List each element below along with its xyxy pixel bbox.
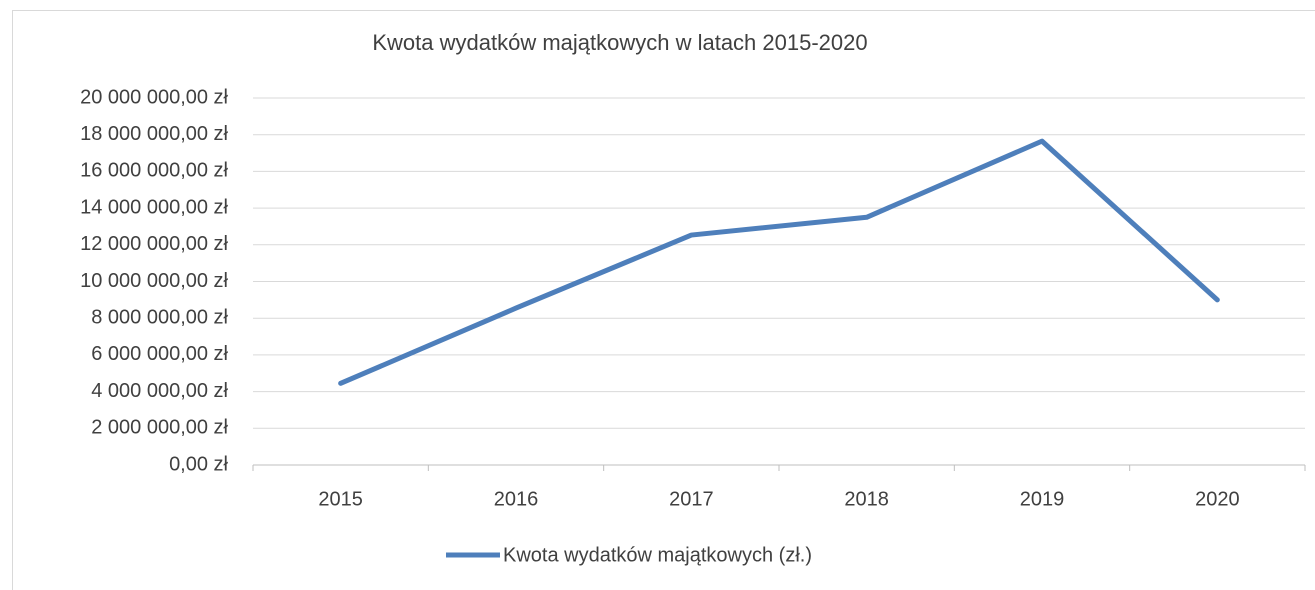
y-tick-label: 18 000 000,00 zł: [80, 123, 228, 145]
y-tick-label: 20 000 000,00 zł: [80, 86, 228, 108]
x-tick-label: 2017: [669, 488, 714, 510]
y-tick-label: 4 000 000,00 zł: [91, 380, 228, 402]
y-tick-label: 10 000 000,00 zł: [80, 270, 228, 292]
y-tick-label: 14 000 000,00 zł: [80, 196, 228, 218]
y-tick-label: 6 000 000,00 zł: [91, 343, 228, 365]
y-tick-label: 8 000 000,00 zł: [91, 306, 228, 328]
series-line: [338, 138, 1220, 386]
x-tick-label: 2018: [844, 488, 889, 510]
y-tick-label: 16 000 000,00 zł: [80, 160, 228, 182]
x-tick-label: 2019: [1020, 488, 1065, 510]
x-tick-label: 2020: [1195, 488, 1240, 510]
chart-title: Kwota wydatków majątkowych w latach 2015…: [372, 30, 867, 55]
y-tick-label: 2 000 000,00 zł: [91, 417, 228, 439]
y-tick-label: 12 000 000,00 zł: [80, 233, 228, 255]
y-tick-label: 0,00 zł: [169, 453, 228, 475]
x-tick-label: 2015: [318, 488, 363, 510]
x-tick-label: 2016: [494, 488, 539, 510]
chart-border: [12, 10, 1315, 590]
legend-label: Kwota wydatków majątkowych (zł.): [503, 544, 812, 566]
